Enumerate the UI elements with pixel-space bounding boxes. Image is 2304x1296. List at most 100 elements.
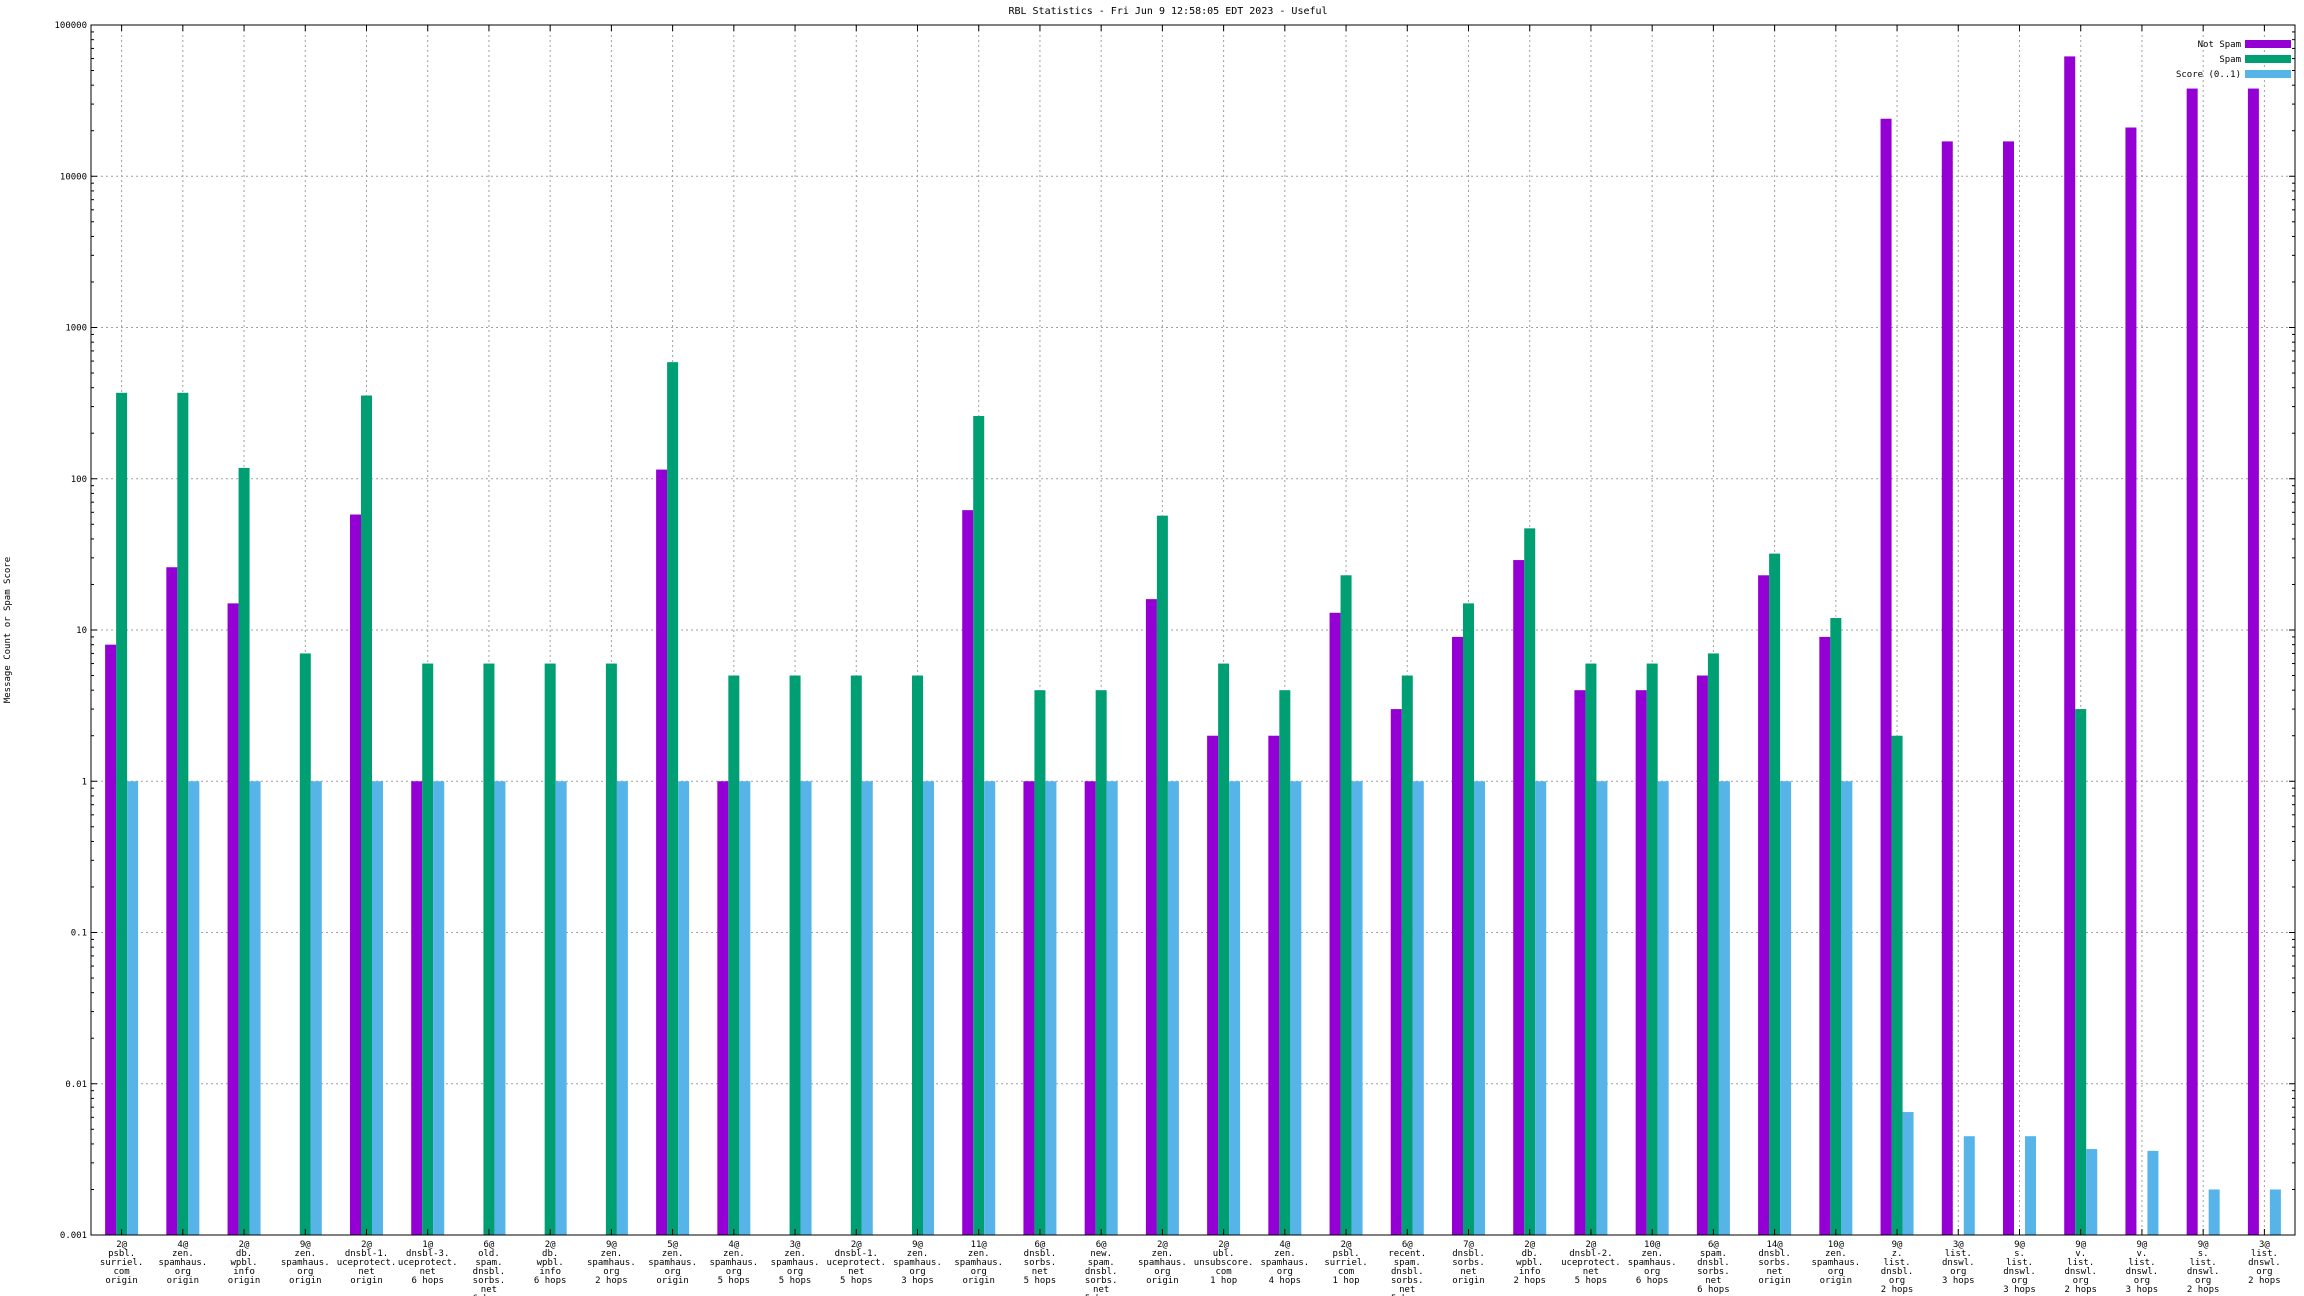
bar-not-spam — [2003, 141, 2014, 1235]
x-tick-label-line: origin — [167, 1276, 200, 1286]
x-tick-label-line: 6 hops — [1636, 1276, 1669, 1286]
x-tick-label-line: 5@ — [667, 1240, 678, 1250]
bar-not-spam — [2125, 127, 2137, 1235]
x-tick-label-line: list. — [1884, 1258, 1911, 1268]
x-tick-label-line: origin — [1146, 1276, 1179, 1286]
x-tick-label-line: com — [1338, 1267, 1354, 1277]
x-tick-label-line: surriel. — [100, 1258, 143, 1268]
x-tick-label-line: uceprotect. — [826, 1258, 886, 1268]
x-tick-label-line: 9@ — [300, 1240, 311, 1250]
x-tick-label: 9@ zen. spamhaus. org origin — [281, 1240, 330, 1286]
x-tick-label-line: spam. — [475, 1258, 502, 1268]
x-tick-label-line: 2 hops — [1513, 1276, 1546, 1286]
x-tick-label-line: origin — [962, 1276, 995, 1286]
x-tick-label-line: 10@ — [1828, 1240, 1845, 1250]
bar-score-0-1 — [1535, 781, 1547, 1235]
x-tick-label: 2@ dnsbl-2. uceprotect. net 5 hops — [1561, 1240, 1621, 1286]
bar-score-0-1 — [2147, 1150, 2159, 1235]
x-tick-label-line: 5 hops — [718, 1276, 751, 1286]
x-tick-label-line: spamhaus. — [158, 1258, 207, 1268]
x-tick-label-line: 6@ — [484, 1240, 495, 1250]
bar-not-spam — [1207, 735, 1219, 1235]
x-tick-label-line: 9@ — [2014, 1240, 2025, 1250]
x-tick-label-line: dnsbl. — [1452, 1249, 1485, 1259]
bar-score-0-1 — [249, 781, 261, 1235]
x-tick-label-line: 9@ — [912, 1240, 923, 1250]
bar-spam — [361, 395, 372, 1235]
x-tick-label-line: info — [539, 1267, 561, 1277]
x-tick-label-line: 2 hops — [595, 1276, 628, 1286]
x-tick-label-line: 9@ — [2198, 1240, 2209, 1250]
x-tick-label-line: 2@ — [1524, 1240, 1535, 1250]
bar-not-spam — [1819, 636, 1831, 1235]
x-tick-label-line: 5 hops — [1391, 1294, 1424, 1296]
y-tick-label: 0.1 — [71, 929, 87, 939]
x-tick-label-line: 5 hops — [1575, 1276, 1608, 1286]
x-tick-label-line: 5 hops — [840, 1276, 873, 1286]
y-tick-label: 0.001 — [60, 1231, 87, 1241]
x-tick-label-line: zen. — [723, 1249, 745, 1259]
x-tick-label-line: org — [787, 1267, 803, 1277]
x-tick-label-line: org — [1644, 1267, 1660, 1277]
x-tick-label-line: new. — [1090, 1249, 1112, 1259]
x-tick-label: 4@ zen. spamhaus. org 4 hops — [1260, 1240, 1309, 1286]
x-tick-label-line: org — [2134, 1276, 2150, 1286]
bar-not-spam — [1023, 781, 1035, 1235]
bar-score-0-1 — [1045, 781, 1057, 1235]
x-tick-label: 9@ zen. spamhaus. org 2 hops — [587, 1240, 636, 1286]
x-tick-label-line: uceprotect. — [1561, 1258, 1621, 1268]
x-tick-label: 11@ zen. spamhaus. org origin — [954, 1240, 1003, 1286]
bar-spam — [1524, 528, 1536, 1235]
bar-score-0-1 — [494, 781, 506, 1235]
x-tick-label-line: 4@ — [728, 1240, 739, 1250]
x-tick-label-line: origin — [350, 1276, 383, 1286]
x-tick-label-line: 2@ — [361, 1240, 372, 1250]
x-tick-label: 4@ zen. spamhaus. org origin — [158, 1240, 207, 1286]
bar-spam — [1646, 663, 1658, 1235]
x-tick-label-line: spamhaus. — [709, 1258, 758, 1268]
legend-swatch — [2245, 40, 2291, 48]
x-tick-label-line: dnsbl. — [1024, 1249, 1057, 1259]
x-tick-label-line: v. — [2075, 1249, 2086, 1259]
bar-score-0-1 — [923, 781, 934, 1235]
y-tick-label: 10 — [76, 626, 87, 636]
bar-not-spam — [656, 469, 668, 1235]
x-tick-label-line: dnsbl. — [1391, 1267, 1424, 1277]
x-tick-label-line: v. — [2137, 1249, 2148, 1259]
legend: Not Spam Spam Score (0..1) — [2176, 40, 2291, 80]
bar-spam — [238, 467, 250, 1235]
bar-spam — [1707, 653, 1719, 1235]
bar-score-0-1 — [372, 781, 383, 1235]
bar-spam — [177, 392, 189, 1235]
x-tick-label-line: sorbs. — [1452, 1258, 1485, 1268]
x-tick-label-line: net — [1766, 1267, 1782, 1277]
x-tick-label-line: dnswl. — [2248, 1258, 2281, 1268]
bar-not-spam — [166, 567, 178, 1235]
bar-score-0-1 — [739, 781, 751, 1235]
bar-not-spam — [1574, 690, 1586, 1235]
x-tick-label: 2@ db. wpbl. info origin — [228, 1240, 261, 1286]
x-tick-label-line: list. — [1945, 1249, 1972, 1259]
x-tick-label-line: dnsbl-1. — [345, 1249, 388, 1259]
bar-score-0-1 — [1290, 781, 1302, 1235]
bar-not-spam — [1696, 675, 1708, 1235]
x-tick-label-line: 6 hops — [1697, 1285, 1730, 1295]
x-tick-label-line: ubl. — [1213, 1249, 1235, 1259]
x-tick-label-line: list. — [2190, 1258, 2217, 1268]
bar-not-spam — [2186, 88, 2198, 1235]
x-tick-label-line: 6@ — [1035, 1240, 1046, 1250]
bar-score-0-1 — [2086, 1149, 2098, 1235]
x-tick-label-line: info — [1519, 1267, 1541, 1277]
x-tick-label-line: wpbl. — [537, 1258, 564, 1268]
bar-spam — [483, 663, 495, 1235]
bar-score-0-1 — [800, 781, 812, 1235]
bar-not-spam — [962, 510, 974, 1235]
x-tick-label-line: dnsbl. — [473, 1267, 506, 1277]
bar-score-0-1 — [1229, 781, 1241, 1235]
legend-label: Spam — [2219, 55, 2241, 65]
x-tick-label-line: 1@ — [422, 1240, 433, 1250]
bar-not-spam — [1084, 781, 1096, 1235]
bar-not-spam — [1452, 636, 1463, 1235]
bar-spam — [1279, 690, 1291, 1235]
